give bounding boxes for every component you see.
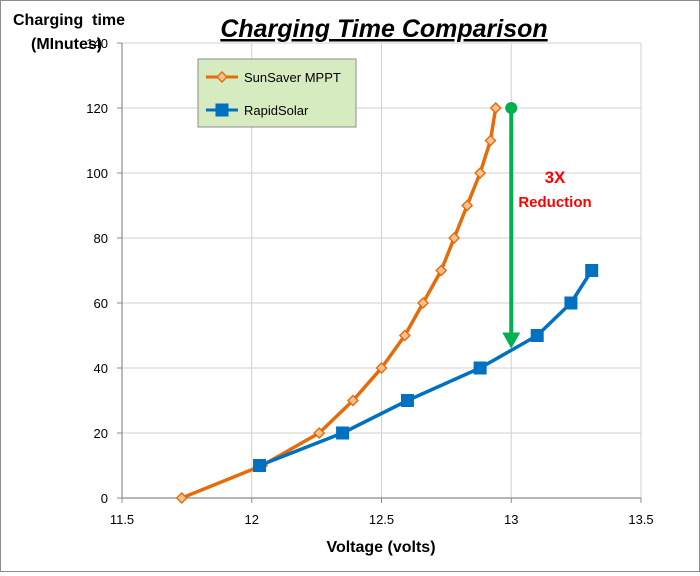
data-point <box>398 329 411 342</box>
legend-label: SunSaver MPPT <box>244 70 341 85</box>
legend-item-0: SunSaver MPPT <box>206 70 341 85</box>
y-tick-label: 80 <box>94 231 108 246</box>
legend: SunSaver MPPT RapidSolar <box>197 58 357 128</box>
data-point <box>400 394 414 407</box>
data-point <box>585 264 599 277</box>
y-axis-label-line2: (MInutes) <box>31 36 102 53</box>
legend-label: RapidSolar <box>244 103 309 118</box>
x-axis-label: Voltage (volts) <box>326 539 435 556</box>
data-point <box>313 427 326 439</box>
data-point <box>435 264 448 277</box>
data-point <box>448 232 461 244</box>
data-point <box>473 361 487 375</box>
reduction-arrow-start-dot <box>505 102 518 114</box>
data-point <box>484 134 497 147</box>
tick-labels: 0 20 40 60 80 100 120 140 11.5 12 12.5 13 13.5 <box>86 36 653 527</box>
data-point <box>253 459 267 472</box>
y-tick-label: 100 <box>86 166 108 181</box>
data-point <box>461 199 474 212</box>
annotation-3x: 3X <box>545 168 566 187</box>
data-point <box>530 329 544 342</box>
data-point <box>417 297 430 309</box>
data-point <box>489 102 502 114</box>
reduction-annotation: 3X Reduction <box>502 102 592 349</box>
chart-title: Charging Time Comparison <box>220 15 547 43</box>
x-tick-label: 11.5 <box>110 512 134 527</box>
y-tick-label: 0 <box>101 491 108 506</box>
legend-item-1: RapidSolar <box>206 103 309 118</box>
series-layer <box>175 102 599 504</box>
data-point <box>564 296 578 310</box>
legend-marker <box>215 103 229 117</box>
data-point <box>175 492 188 504</box>
y-tick-label: 140 <box>86 36 108 51</box>
x-tick-label: 13.5 <box>628 512 653 527</box>
data-point <box>346 394 359 407</box>
legend-marker <box>216 71 228 83</box>
series-1 <box>253 264 599 472</box>
x-tick-label: 12.5 <box>369 512 394 527</box>
y-tick-label: 120 <box>86 101 108 116</box>
axes <box>117 42 642 503</box>
x-tick-label: 13 <box>504 512 518 527</box>
y-tick-label: 60 <box>94 296 108 311</box>
data-point <box>474 167 487 179</box>
y-tick-label: 40 <box>94 361 108 376</box>
series-0 <box>175 102 502 504</box>
y-axis-label-line1: Charging time <box>13 12 125 29</box>
data-point <box>375 362 388 374</box>
annotation-reduction: Reduction <box>518 194 591 211</box>
reduction-arrow-head <box>502 332 521 349</box>
x-tick-label: 12 <box>245 512 259 527</box>
data-point <box>336 426 350 440</box>
y-tick-label: 20 <box>94 426 108 441</box>
